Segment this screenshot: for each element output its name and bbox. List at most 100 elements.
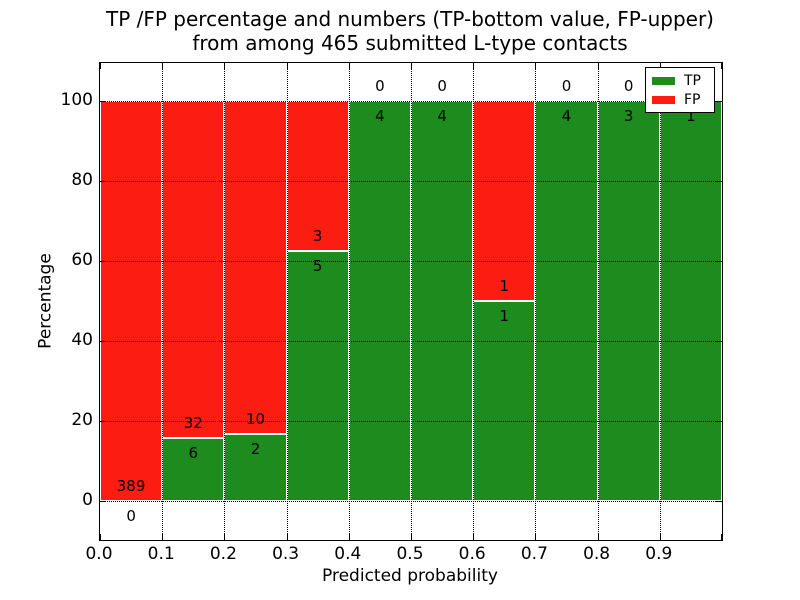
y-axis-tick (716, 261, 722, 262)
x-tick-label: 0.6 (458, 544, 486, 564)
legend-entry: FP (652, 92, 708, 108)
x-tick-label: 0.9 (645, 544, 673, 564)
y-tick-label: 80 (71, 170, 93, 190)
tp-count-label: 4 (437, 107, 447, 125)
tp-count-label: 2 (250, 440, 261, 459)
vertical-gridline (473, 63, 475, 540)
vertical-gridline (659, 63, 661, 540)
y-axis-tick (716, 421, 722, 422)
y-tick-label: 60 (71, 250, 93, 270)
x-axis-tick (411, 534, 412, 540)
bar-segment-tp (348, 101, 411, 501)
vertical-gridline (411, 63, 412, 540)
horizontal-gridline (100, 101, 722, 102)
bar-segment-tp (162, 437, 225, 501)
axis-ticks-layer (100, 63, 722, 540)
bar-segment-fp (100, 101, 163, 501)
tp-count-label: 4 (375, 107, 385, 125)
x-axis-tick (411, 63, 412, 69)
x-axis-tick (597, 63, 599, 69)
y-tick-label: 100 (60, 90, 93, 110)
y-axis-tick (100, 421, 106, 422)
horizontal-gridline (100, 421, 722, 422)
x-axis-tick (348, 63, 350, 69)
chart-title-line1: TP /FP percentage and numbers (TP-bottom… (106, 7, 714, 31)
bar-segment-tp (224, 434, 287, 501)
bar-segment-tp (535, 101, 598, 501)
x-axis-label: Predicted probability (322, 566, 498, 586)
x-axis-tick (721, 534, 722, 540)
fp-count-label: 1 (499, 277, 510, 295)
y-axis-tick (100, 181, 106, 182)
x-axis-tick (535, 63, 537, 69)
fp-count-label: 3 (312, 227, 323, 245)
gridlines-layer (100, 63, 722, 540)
tp-count-label: 5 (312, 257, 323, 275)
horizontal-gridline (100, 341, 722, 342)
bar-segment-tp (286, 251, 349, 501)
fp-count-label: 32 (183, 413, 203, 432)
x-tick-label: 0.8 (583, 544, 611, 564)
y-axis-tick (100, 101, 106, 102)
x-axis-tick (535, 534, 537, 540)
legend-entry: TP (652, 73, 708, 89)
y-axis-tick (100, 501, 106, 502)
bar-segment-fp (473, 101, 536, 301)
fp-swatch-icon (652, 95, 675, 104)
y-axis-tick (100, 261, 106, 262)
fp-count-label: 0 (437, 77, 447, 95)
y-axis-label: Percentage (35, 253, 56, 349)
vertical-gridline (348, 63, 350, 540)
x-axis-tick (286, 63, 288, 69)
y-axis-tick (100, 341, 106, 342)
tp-count-label: 0 (126, 507, 136, 525)
x-tick-label: 0.1 (147, 544, 175, 564)
vertical-gridline (286, 63, 288, 540)
fp-count-label: 10 (245, 410, 266, 429)
x-axis-tick (162, 63, 164, 69)
tp-swatch-icon (652, 76, 675, 85)
x-axis-tick (721, 63, 722, 69)
y-tick-label: 0 (82, 490, 93, 510)
horizontal-gridline (100, 261, 722, 262)
vertical-gridline (535, 63, 537, 540)
legend-label: TP (684, 72, 701, 89)
bar-segment-tp (659, 101, 722, 501)
y-axis-tick (716, 501, 722, 502)
x-tick-label: 0.2 (209, 544, 237, 564)
y-axis-tick (716, 341, 722, 342)
fp-count-label: 0 (623, 77, 634, 95)
x-tick-label: 0.5 (396, 544, 424, 564)
x-axis-tick (224, 63, 226, 69)
tp-count-label: 1 (686, 107, 696, 125)
vertical-gridline (224, 63, 226, 540)
legend-label: FP (684, 91, 701, 108)
tp-count-label: 1 (499, 307, 510, 325)
vertical-gridline (162, 63, 164, 540)
vertical-gridline (597, 63, 599, 540)
x-tick-label: 0.4 (334, 544, 362, 564)
x-tick-label: 0.7 (520, 544, 548, 564)
y-axis-tick (716, 181, 722, 182)
x-axis-tick (224, 534, 226, 540)
chart-title: TP /FP percentage and numbers (TP-bottom… (99, 7, 721, 55)
x-axis-tick (473, 63, 475, 69)
fp-count-label: 0 (375, 77, 385, 95)
chart-title-line2: from among 465 submitted L-type contacts (192, 31, 628, 55)
horizontal-gridline (100, 181, 722, 182)
x-axis-tick (100, 534, 101, 540)
tp-count-label: 6 (188, 443, 199, 462)
x-axis-tick (162, 534, 164, 540)
count-labels-layer: 389032610235040411040301 (100, 63, 722, 540)
x-axis-tick (473, 534, 475, 540)
x-axis-tick (659, 63, 661, 69)
x-tick-label: 0.3 (272, 544, 300, 564)
tp-count-label: 4 (561, 107, 572, 125)
y-tick-label: 40 (71, 330, 93, 350)
x-axis-tick (348, 534, 350, 540)
fp-count-label: 0 (561, 77, 572, 95)
fp-count-label: 389 (116, 477, 146, 495)
legend: TP FP (645, 67, 715, 113)
x-axis-tick (100, 63, 101, 69)
